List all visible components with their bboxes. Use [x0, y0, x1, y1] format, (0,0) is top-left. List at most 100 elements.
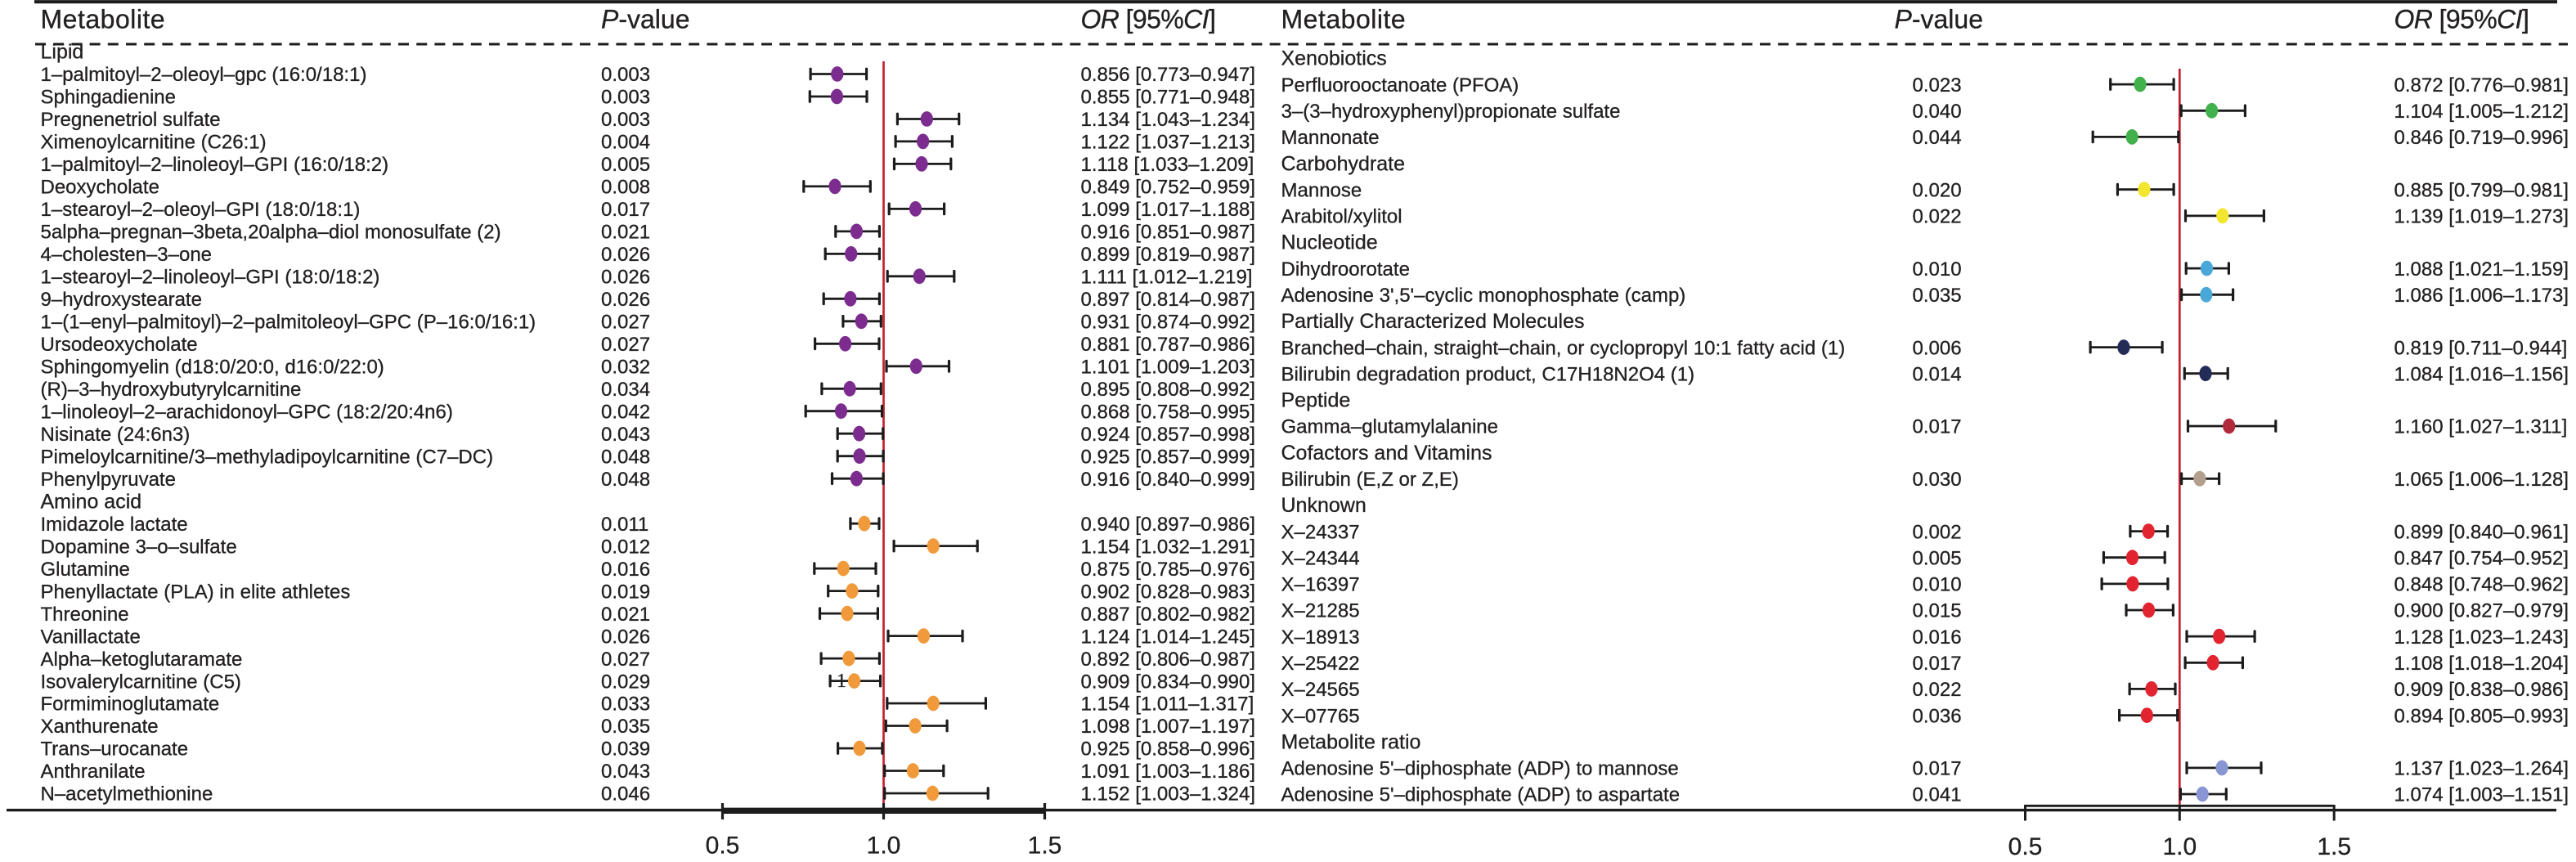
svg-text:1.108 [1.018–1.204]: 1.108 [1.018–1.204] [2394, 653, 2569, 675]
svg-text:1.0: 1.0 [2162, 833, 2197, 860]
svg-text:1.098 [1.007–1.197]: 1.098 [1.007–1.197] [1081, 716, 1256, 738]
svg-text:Nisinate (24:6n3): Nisinate (24:6n3) [41, 424, 191, 446]
svg-text:0.5: 0.5 [2008, 833, 2043, 860]
svg-text:Metabolite ratio: Metabolite ratio [1281, 730, 1421, 753]
svg-text:1–linoleoyl–2–arachidonoyl–GPC: 1–linoleoyl–2–arachidonoyl–GPC (18:2/20:… [41, 401, 453, 423]
svg-text:0.017: 0.017 [601, 199, 650, 221]
svg-text:0.846 [0.719–0.996]: 0.846 [0.719–0.996] [2394, 127, 2569, 149]
svg-text:0.032: 0.032 [601, 357, 650, 379]
svg-text:0.855 [0.771–0.948]: 0.855 [0.771–0.948] [1081, 87, 1256, 109]
svg-text:0.856 [0.773–0.947]: 0.856 [0.773–0.947] [1081, 64, 1256, 86]
svg-text:0.026: 0.026 [601, 289, 650, 311]
svg-text:Formiminoglutamate: Formiminoglutamate [41, 694, 220, 716]
svg-text:0.003: 0.003 [601, 64, 650, 86]
svg-text:0.899 [0.819–0.987]: 0.899 [0.819–0.987] [1081, 244, 1256, 266]
svg-text:1.124 [1.014–1.245]: 1.124 [1.014–1.245] [1081, 626, 1256, 648]
svg-text:1.122 [1.037–1.213]: 1.122 [1.037–1.213] [1081, 132, 1256, 154]
svg-text:Xenobiotics: Xenobiotics [1281, 47, 1387, 70]
svg-text:Mannonate: Mannonate [1281, 127, 1380, 149]
svg-text:0.925 [0.858–0.996]: 0.925 [0.858–0.996] [1081, 739, 1256, 761]
svg-text:Ximenoylcarnitine (C26:1): Ximenoylcarnitine (C26:1) [41, 132, 267, 154]
svg-text:0.023: 0.023 [1913, 74, 1962, 97]
svg-text:0.026: 0.026 [601, 626, 650, 648]
svg-text:0.022: 0.022 [1913, 679, 1962, 701]
svg-text:Nucleotide: Nucleotide [1281, 231, 1378, 254]
svg-text:0.940 [0.897–0.986]: 0.940 [0.897–0.986] [1081, 514, 1256, 536]
svg-text:1.152 [1.003–1.324]: 1.152 [1.003–1.324] [1081, 783, 1256, 806]
svg-text:1: 1 [837, 671, 846, 692]
svg-text:X–24344: X–24344 [1281, 547, 1360, 569]
svg-text:0.021: 0.021 [601, 222, 650, 244]
svg-text:1.134 [1.043–1.234]: 1.134 [1.043–1.234] [1081, 109, 1256, 131]
svg-text:0.005: 0.005 [601, 154, 650, 176]
svg-text:Threonine: Threonine [41, 604, 129, 626]
svg-text:X–16397: X–16397 [1281, 574, 1360, 596]
svg-text:0.015: 0.015 [1913, 600, 1962, 622]
svg-text:OR [95%CI]: OR [95%CI] [1081, 5, 1216, 34]
svg-text:0.872 [0.776–0.981]: 0.872 [0.776–0.981] [2394, 74, 2569, 97]
svg-text:N–acetylmethionine: N–acetylmethionine [41, 783, 213, 806]
svg-text:OR [95%CI]: OR [95%CI] [2394, 5, 2529, 34]
svg-text:0.029: 0.029 [601, 671, 650, 693]
svg-text:1–stearoyl–2–linoleoyl–GPI (18: 1–stearoyl–2–linoleoyl–GPI (18:0/18:2) [41, 267, 380, 289]
svg-text:0.016: 0.016 [601, 559, 650, 581]
svg-text:Pimeloylcarnitine/3–methyladip: Pimeloylcarnitine/3–methyladipoylcarniti… [41, 446, 494, 468]
svg-text:1.160 [1.027–1.311]: 1.160 [1.027–1.311] [2394, 416, 2568, 438]
svg-text:0.004: 0.004 [601, 132, 650, 154]
svg-text:P-value: P-value [601, 5, 690, 34]
svg-text:Bilirubin degradation product,: Bilirubin degradation product, C17H18N2O… [1281, 363, 1695, 385]
svg-text:1–palmitoyl–2–linoleoyl–GPI (1: 1–palmitoyl–2–linoleoyl–GPI (16:0/18:2) [41, 154, 389, 176]
svg-text:Cofactors and Vitamins: Cofactors and Vitamins [1281, 442, 1492, 465]
svg-text:Perfluorooctanoate (PFOA): Perfluorooctanoate (PFOA) [1281, 74, 1519, 97]
svg-text:0.017: 0.017 [1913, 758, 1962, 780]
svg-text:0.040: 0.040 [1913, 101, 1962, 123]
svg-text:Pregnenetriol sulfate: Pregnenetriol sulfate [41, 109, 221, 131]
svg-text:0.042: 0.042 [601, 401, 650, 423]
svg-text:0.916 [0.851–0.987]: 0.916 [0.851–0.987] [1081, 222, 1256, 244]
svg-text:0.043: 0.043 [601, 761, 650, 783]
svg-text:0.021: 0.021 [601, 604, 650, 626]
svg-text:0.005: 0.005 [1913, 547, 1962, 569]
svg-text:Dopamine 3–o–sulfate: Dopamine 3–o–sulfate [41, 536, 237, 558]
svg-text:1.091 [1.003–1.186]: 1.091 [1.003–1.186] [1081, 761, 1256, 783]
svg-text:0.819 [0.711–0.944]: 0.819 [0.711–0.944] [2394, 337, 2568, 359]
svg-text:0.902 [0.828–0.983]: 0.902 [0.828–0.983] [1081, 581, 1256, 603]
svg-text:0.895 [0.808–0.992]: 0.895 [0.808–0.992] [1081, 379, 1256, 401]
svg-text:3–(3–hydroxyphenyl)propionate: 3–(3–hydroxyphenyl)propionate sulfate [1281, 101, 1621, 123]
svg-text:Vanillactate: Vanillactate [41, 626, 141, 648]
svg-text:Lipid: Lipid [41, 41, 84, 64]
svg-text:0.033: 0.033 [601, 694, 650, 716]
svg-text:0.894 [0.805–0.993]: 0.894 [0.805–0.993] [2394, 705, 2569, 727]
svg-text:0.892 [0.806–0.987]: 0.892 [0.806–0.987] [1081, 649, 1256, 671]
svg-text:0.041: 0.041 [1913, 784, 1962, 806]
svg-text:Xanthurenate: Xanthurenate [41, 716, 159, 738]
svg-text:X–07765: X–07765 [1281, 705, 1360, 727]
svg-text:Partially Characterized Molecu: Partially Characterized Molecules [1281, 310, 1585, 333]
svg-text:Mannose: Mannose [1281, 179, 1362, 201]
svg-text:Isovalerylcarnitine (C5): Isovalerylcarnitine (C5) [41, 671, 241, 693]
svg-text:0.035: 0.035 [1913, 285, 1962, 307]
svg-text:0.044: 0.044 [1913, 127, 1962, 149]
svg-text:Bilirubin (E,Z or Z,E): Bilirubin (E,Z or Z,E) [1281, 469, 1459, 491]
svg-text:0.848 [0.748–0.962]: 0.848 [0.748–0.962] [2394, 574, 2569, 596]
svg-text:Branched–chain, straight–chain: Branched–chain, straight–chain, or cyclo… [1281, 337, 1846, 359]
svg-text:0.925 [0.857–0.999]: 0.925 [0.857–0.999] [1081, 446, 1256, 468]
svg-text:(R)–3–hydroxybutyrylcarnitine: (R)–3–hydroxybutyrylcarnitine [41, 379, 302, 401]
svg-text:0.002: 0.002 [1913, 521, 1962, 543]
svg-text:9–hydroxystearate: 9–hydroxystearate [41, 289, 202, 311]
svg-text:0.043: 0.043 [601, 424, 650, 446]
svg-text:X–24337: X–24337 [1281, 521, 1360, 543]
svg-text:0.924 [0.857–0.998]: 0.924 [0.857–0.998] [1081, 424, 1256, 446]
svg-text:0.010: 0.010 [1913, 574, 1962, 596]
svg-text:1–palmitoyl–2–oleoyl–gpc (16:0: 1–palmitoyl–2–oleoyl–gpc (16:0/18:1) [41, 64, 367, 86]
svg-text:0.931 [0.874–0.992]: 0.931 [0.874–0.992] [1081, 312, 1256, 334]
svg-text:1.104 [1.005–1.212]: 1.104 [1.005–1.212] [2394, 101, 2569, 123]
svg-text:Phenyllactate (PLA) in elite a: Phenyllactate (PLA) in elite athletes [41, 581, 351, 603]
svg-text:Gamma–glutamylalanine: Gamma–glutamylalanine [1281, 416, 1498, 438]
svg-text:0.022: 0.022 [1913, 206, 1962, 228]
svg-text:0.017: 0.017 [1913, 416, 1962, 438]
svg-text:1–stearoyl–2–oleoyl–GPI (18:0/: 1–stearoyl–2–oleoyl–GPI (18:0/18:1) [41, 199, 361, 221]
svg-text:Adenosine 5'–diphosphate (ADP): Adenosine 5'–diphosphate (ADP) to aspart… [1281, 784, 1681, 806]
svg-text:0.014: 0.014 [1913, 363, 1962, 385]
svg-text:0.885 [0.799–0.981]: 0.885 [0.799–0.981] [2394, 179, 2569, 201]
